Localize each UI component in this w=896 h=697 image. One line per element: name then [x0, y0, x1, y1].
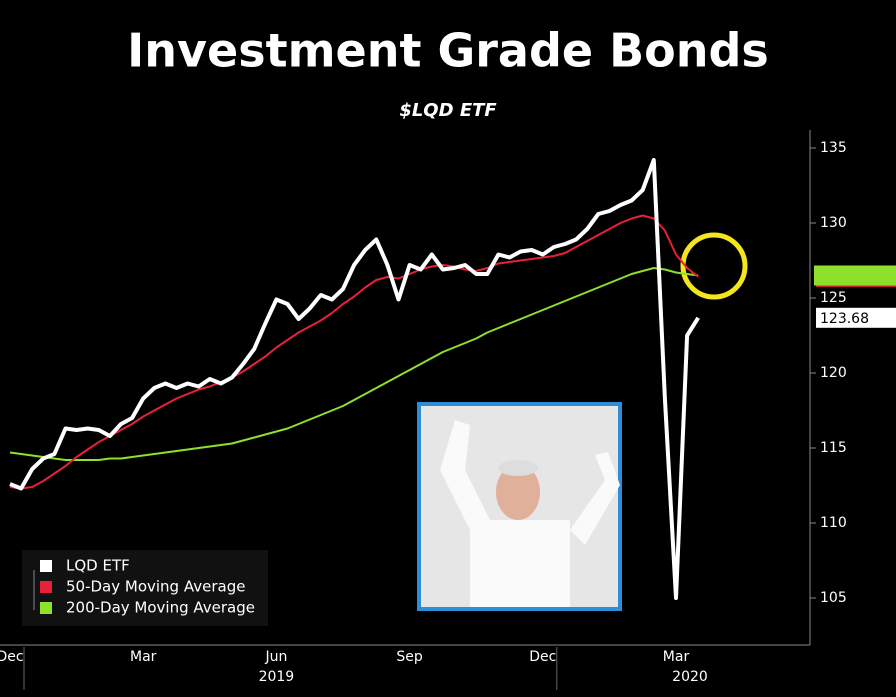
photo-shirt: [470, 520, 570, 607]
x-year-label: 2020: [672, 669, 708, 685]
series-line: [9, 214, 699, 490]
x-tick-label: Mar: [663, 649, 690, 665]
photo: [417, 402, 622, 611]
last-value-stripe: [814, 265, 896, 286]
photo-head: [496, 464, 540, 520]
y-tick-label: 115: [820, 440, 847, 456]
legend: LQD ETF 50-Day Moving Average 200-Day Movi…: [22, 550, 268, 626]
y-tick-label: 130: [820, 215, 847, 231]
x-tick-label: Dec: [0, 649, 24, 665]
y-tick-label: 120: [820, 365, 847, 381]
chart-subtitle: $LQD ETF: [399, 100, 497, 121]
photo-left-arm: [440, 420, 490, 530]
legend-swatch: [40, 581, 52, 593]
highlight-circle: [680, 232, 748, 300]
legend-label: 50-Day Moving Average: [66, 578, 245, 596]
photo-hair: [498, 460, 538, 476]
chart-title: Investment Grade Bonds: [127, 24, 769, 78]
y-tick-label: 125: [820, 290, 847, 306]
x-tick-label: Mar: [130, 649, 157, 665]
last-value-label: 123.68: [820, 311, 869, 327]
x-year-label: 2019: [259, 669, 295, 685]
y-tick-label: 135: [820, 140, 847, 156]
series-line: [9, 158, 700, 600]
series-line: [9, 267, 699, 461]
x-tick-label: Sep: [396, 649, 423, 665]
y-tick-label: 110: [820, 515, 847, 531]
legend-label: LQD ETF: [66, 557, 130, 575]
last-value-tag: [816, 307, 896, 328]
photo-right-arm: [570, 452, 620, 545]
legend-box: [22, 550, 268, 626]
x-tick-label: Jun: [264, 649, 287, 665]
y-tick-label: 105: [820, 590, 847, 606]
x-tick-label: Dec: [529, 649, 556, 665]
legend-label: 200-Day Moving Average: [66, 599, 255, 617]
legend-swatch: [40, 602, 52, 614]
legend-swatch: [40, 560, 52, 572]
